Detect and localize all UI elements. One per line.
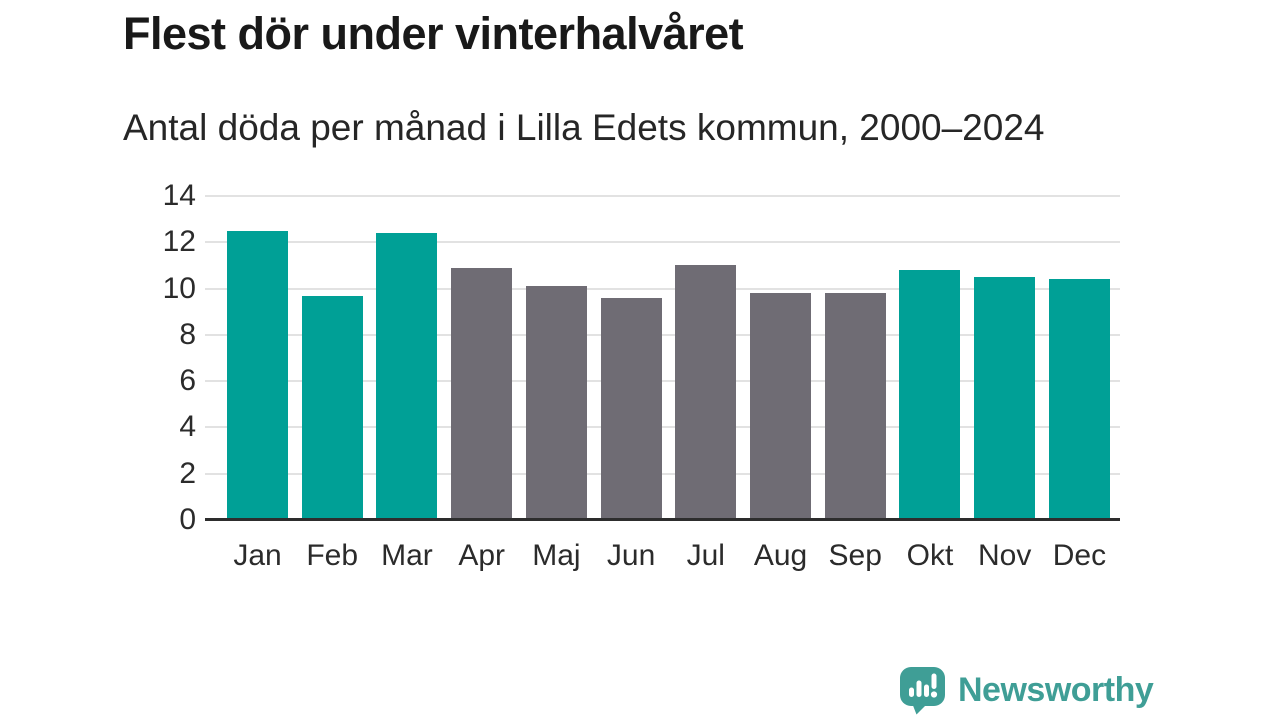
bar-jun (600, 297, 662, 520)
x-axis-labels: Jan Feb Mar Apr Maj Jun Jul Aug Sep Okt Nov Dec (227, 539, 1110, 573)
y-tick-label-12: 12 (162, 225, 196, 259)
gridline-4 (205, 426, 1120, 429)
x-tick-label-jul: Jul (686, 539, 725, 572)
y-axis-labels: 0 2 4 6 8 10 12 14 (40, 0, 196, 620)
bar-aug (750, 293, 812, 520)
y-tick-label-6: 6 (179, 364, 196, 398)
gridline-14 (205, 195, 1120, 197)
x-tick-label-okt: Okt (906, 539, 954, 572)
gridline-12 (205, 241, 1120, 244)
x-tick-label-jun: Jun (606, 539, 656, 572)
y-tick-label-10: 10 (162, 271, 196, 305)
x-tick-label-jan: Jan (233, 539, 282, 572)
bar-apr (451, 267, 513, 520)
bar-jul (675, 265, 737, 520)
gridline-10 (205, 287, 1120, 290)
x-tick-label-dec: Dec (1052, 539, 1107, 572)
brand-name: Newsworthy (958, 670, 1154, 709)
x-tick-label-nov: Nov (978, 539, 1032, 572)
bar-maj (525, 286, 587, 520)
plot-area (205, 195, 1120, 521)
bar-jan (227, 230, 288, 520)
bar-sep (824, 293, 886, 520)
bar-okt (899, 270, 961, 520)
gridline-6 (205, 380, 1120, 383)
y-tick-label-0: 0 (179, 503, 196, 536)
x-tick-label-aug: Aug (753, 539, 808, 572)
brand-footer: Newsworthy (898, 665, 1154, 715)
x-tick-label-mar: Mar (381, 539, 433, 572)
y-tick-label-2: 2 (179, 456, 196, 490)
y-tick-label-4: 4 (179, 410, 196, 444)
y-tick-label-8: 8 (179, 317, 196, 351)
gridline-8 (205, 333, 1120, 336)
x-tick-label-apr: Apr (458, 539, 505, 572)
x-tick-label-feb: Feb (306, 539, 359, 572)
bar-feb (301, 295, 363, 520)
x-axis-line (205, 518, 1120, 521)
bar-mar (376, 233, 438, 520)
bar-dec (1048, 279, 1110, 520)
newsworthy-logo-icon (900, 667, 945, 715)
x-tick-label-sep: Sep (828, 539, 882, 572)
y-tick-label-14: 14 (162, 179, 196, 212)
chart-subtitle: Antal döda per månad i Lilla Edets kommu… (123, 107, 1045, 148)
x-tick-label-maj: Maj (532, 539, 581, 572)
chart-title: Flest dör under vinterhalvåret (123, 8, 744, 59)
bar-nov (974, 277, 1036, 520)
bars-group (227, 196, 1110, 520)
gridline-2 (205, 472, 1120, 475)
bar-chart: 0 2 4 6 8 10 12 14 Jan Feb Mar Apr Maj Jun Jul Aug Sep O… (40, 0, 1120, 620)
